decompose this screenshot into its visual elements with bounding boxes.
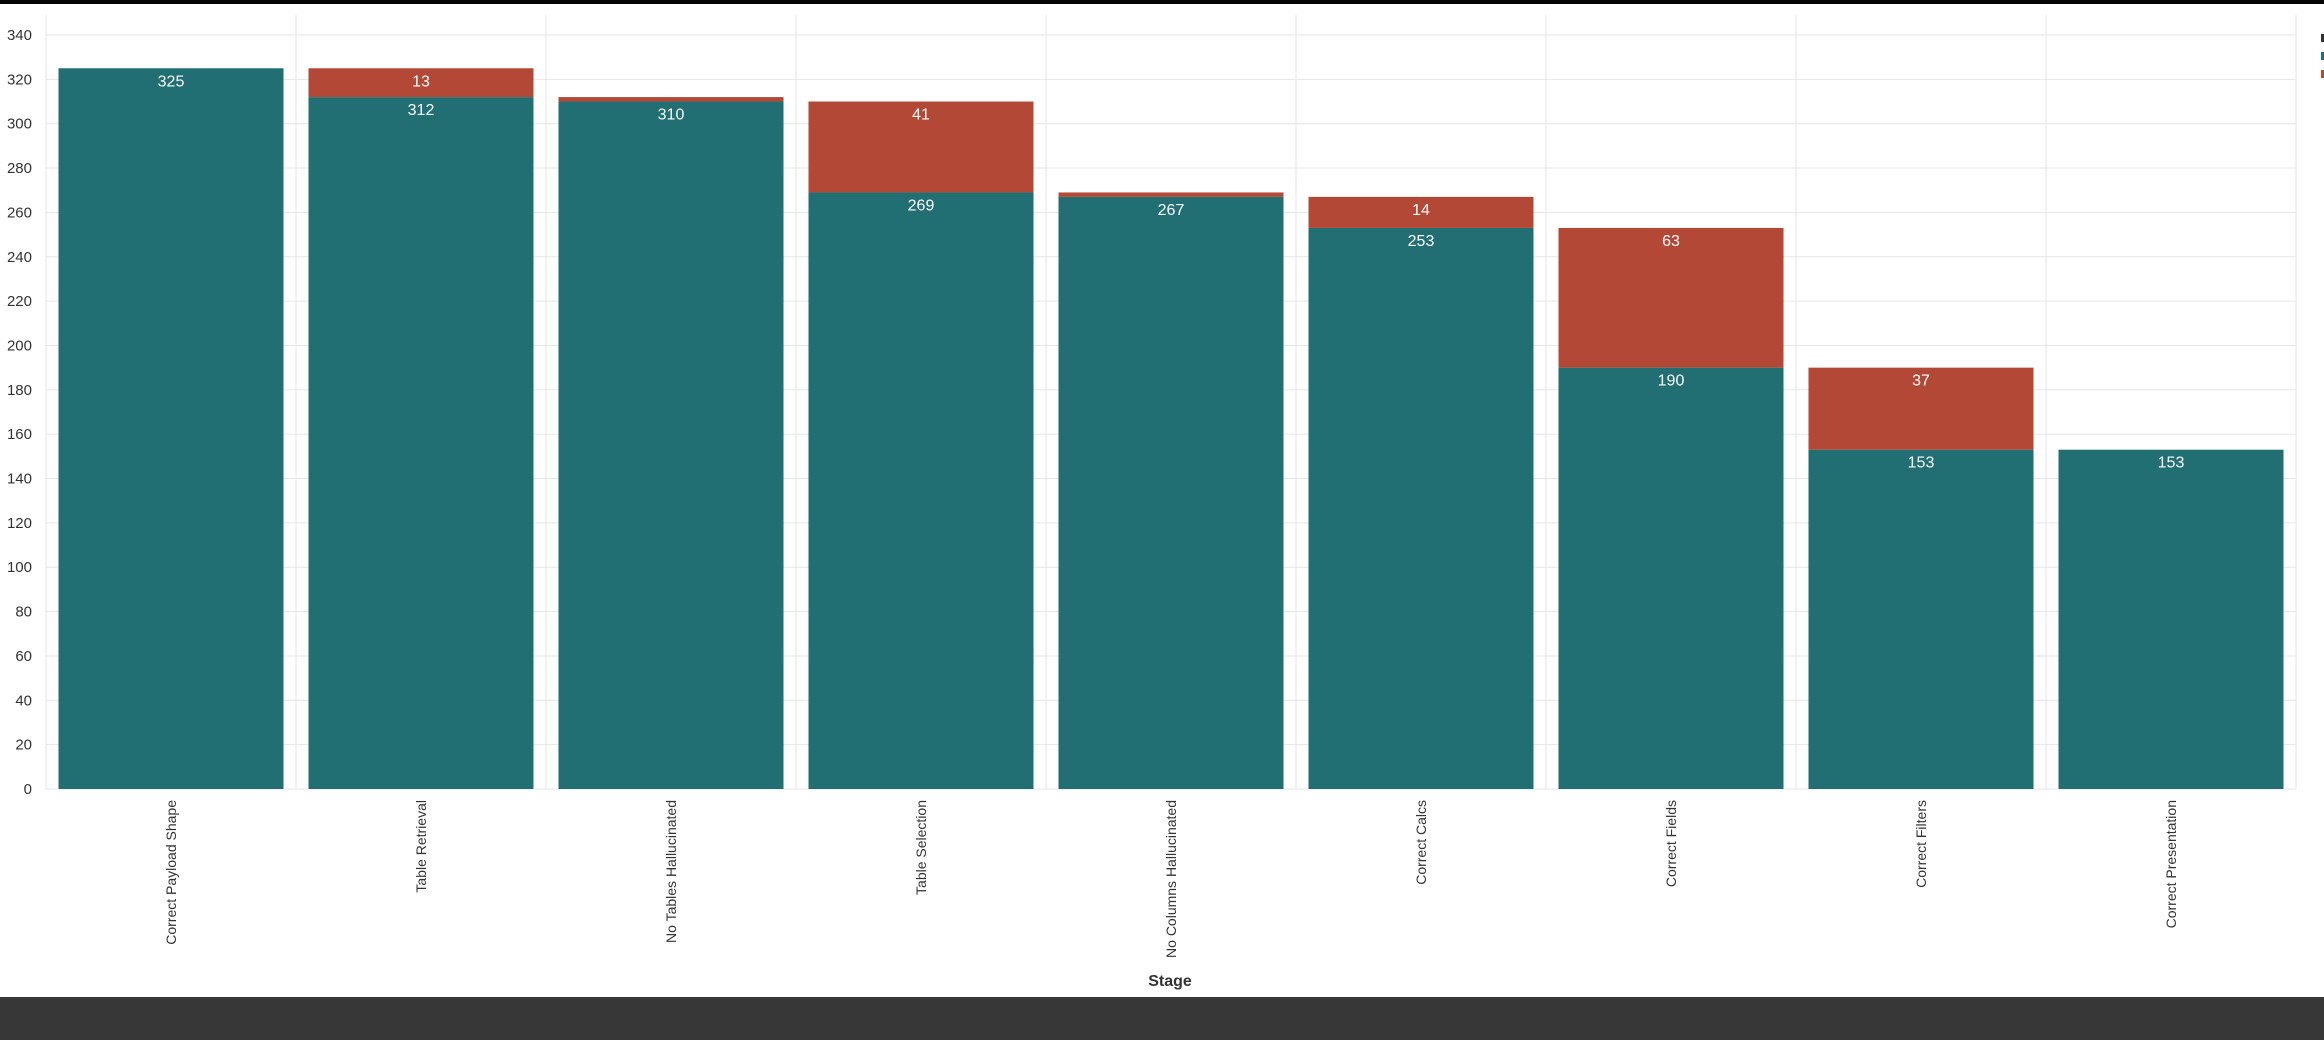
data-label: 325	[158, 73, 185, 90]
data-label: 153	[1908, 455, 1935, 472]
y-tick-label: 180	[7, 382, 32, 399]
y-tick-label: 160	[7, 426, 32, 443]
legend-swatch	[2321, 70, 2324, 78]
bar-segment	[808, 101, 1034, 193]
y-tick-label: 200	[7, 337, 32, 354]
x-category-label: No Columns Hallucinated	[1163, 800, 1179, 958]
data-label: 63	[1662, 233, 1680, 250]
y-tick-label: 140	[7, 471, 32, 488]
bar-segment	[808, 192, 1034, 789]
y-tick-label: 80	[15, 604, 32, 621]
bar-segment	[1058, 192, 1284, 197]
bars	[58, 68, 2284, 789]
y-tick-label: 320	[7, 71, 32, 88]
data-label: 153	[2158, 455, 2185, 472]
bar-segment	[1308, 196, 1534, 228]
bar-segment	[558, 97, 784, 102]
bar-segment	[1558, 227, 1784, 368]
y-tick-label: 100	[7, 559, 32, 576]
x-category-label: Table Retrieval	[413, 800, 429, 893]
x-category-label: Table Selection	[913, 800, 929, 895]
y-tick-label: 120	[7, 515, 32, 532]
y-axis-ticks: 0 20 40 60 80 100 120 140 160 180 200 220 240 260 280 3…	[7, 27, 32, 798]
bar-segment	[1058, 196, 1284, 789]
y-tick-label: 20	[15, 737, 32, 754]
legend-swatch	[2321, 52, 2324, 60]
data-labels: 325 312 13 310 269 41 267 253 14 190 63 153 37 153	[158, 73, 2185, 471]
y-tick-label: 340	[7, 27, 32, 44]
bar-segment	[58, 68, 284, 789]
x-axis-category-labels: Correct Payload Shape Table Retrieval No T…	[163, 800, 2179, 958]
bar-segment	[1808, 367, 2034, 450]
bar-segment	[558, 101, 784, 789]
data-label: 310	[658, 107, 685, 124]
bar-segment	[308, 97, 534, 789]
x-axis-title: Stage	[1148, 973, 1192, 990]
data-label: 267	[1158, 202, 1185, 219]
bar-segment	[2058, 449, 2284, 789]
bottom-bar	[0, 997, 2324, 1040]
bar-segment	[1308, 227, 1534, 789]
y-tick-label: 260	[7, 204, 32, 221]
bar-segment	[1808, 449, 2034, 789]
bar-segment	[308, 68, 534, 98]
y-tick-label: 240	[7, 249, 32, 266]
data-label: 253	[1408, 233, 1435, 250]
y-tick-label: 220	[7, 293, 32, 310]
y-tick-label: 280	[7, 160, 32, 177]
legend-swatch	[2321, 34, 2324, 42]
legend-swatches	[2321, 34, 2324, 78]
y-tick-label: 0	[24, 781, 32, 798]
data-label: 269	[908, 197, 935, 214]
x-category-label: Correct Payload Shape	[163, 800, 179, 945]
stacked-bar-chart: 0 20 40 60 80 100 120 140 160 180 200 220 240 260 280 3…	[7, 15, 2324, 990]
data-label: 41	[912, 107, 930, 124]
data-label: 37	[1912, 373, 1930, 390]
top-frame-bar	[0, 0, 2324, 4]
data-label: 13	[412, 73, 430, 90]
x-category-label: Correct Filters	[1913, 800, 1929, 888]
x-category-label: Correct Fields	[1663, 800, 1679, 887]
bar-segment	[1558, 367, 1784, 789]
data-label: 190	[1658, 373, 1685, 390]
x-category-label: Correct Calcs	[1413, 800, 1429, 885]
data-label: 312	[408, 102, 435, 119]
y-tick-label: 40	[15, 692, 32, 709]
y-tick-label: 60	[15, 648, 32, 665]
data-label: 14	[1412, 202, 1430, 219]
x-category-label: No Tables Hallucinated	[663, 800, 679, 943]
y-tick-label: 300	[7, 116, 32, 133]
x-category-label: Correct Presentation	[2163, 800, 2179, 928]
